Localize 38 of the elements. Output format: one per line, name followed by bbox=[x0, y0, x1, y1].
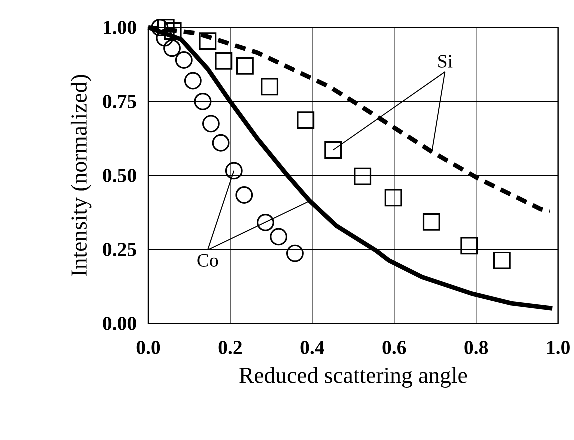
point bbox=[324, 142, 342, 160]
point bbox=[261, 78, 279, 96]
point bbox=[164, 22, 182, 40]
point bbox=[236, 186, 254, 204]
point bbox=[297, 112, 315, 130]
point bbox=[270, 228, 288, 246]
x-tick-label: 0.0 bbox=[136, 341, 160, 355]
y-tick-label: 0.25 bbox=[103, 243, 136, 257]
point bbox=[212, 134, 230, 152]
y-tick-label: 0.75 bbox=[103, 95, 136, 109]
point bbox=[354, 168, 372, 186]
point bbox=[202, 115, 220, 133]
point bbox=[256, 214, 274, 232]
point bbox=[175, 52, 193, 70]
annotation: Si bbox=[438, 55, 453, 68]
point bbox=[422, 214, 440, 232]
y-axis-title: Intensity (normalized) bbox=[70, 75, 92, 277]
point bbox=[460, 237, 478, 255]
point bbox=[164, 40, 181, 58]
x-axis-title: Reduced scattering angle bbox=[240, 367, 468, 388]
point bbox=[225, 162, 243, 180]
x-tick-label: 0.2 bbox=[218, 341, 242, 355]
x-tick-label: 0.6 bbox=[382, 341, 406, 355]
point bbox=[194, 93, 212, 111]
point bbox=[215, 52, 233, 70]
point bbox=[236, 58, 254, 76]
y-tick-label: 0.50 bbox=[103, 169, 136, 183]
point bbox=[286, 245, 304, 262]
point bbox=[493, 252, 511, 270]
point bbox=[199, 32, 217, 50]
point bbox=[184, 72, 202, 90]
x-tick-label: 0.8 bbox=[464, 341, 488, 355]
x-tick-label: 1.0 bbox=[548, 341, 570, 355]
y-tick-label: 1.00 bbox=[104, 21, 136, 35]
x-tick-label: 0.4 bbox=[300, 341, 324, 355]
annotation: Co bbox=[198, 254, 218, 268]
point bbox=[384, 189, 402, 207]
y-tick-label: 0.00 bbox=[103, 317, 136, 331]
